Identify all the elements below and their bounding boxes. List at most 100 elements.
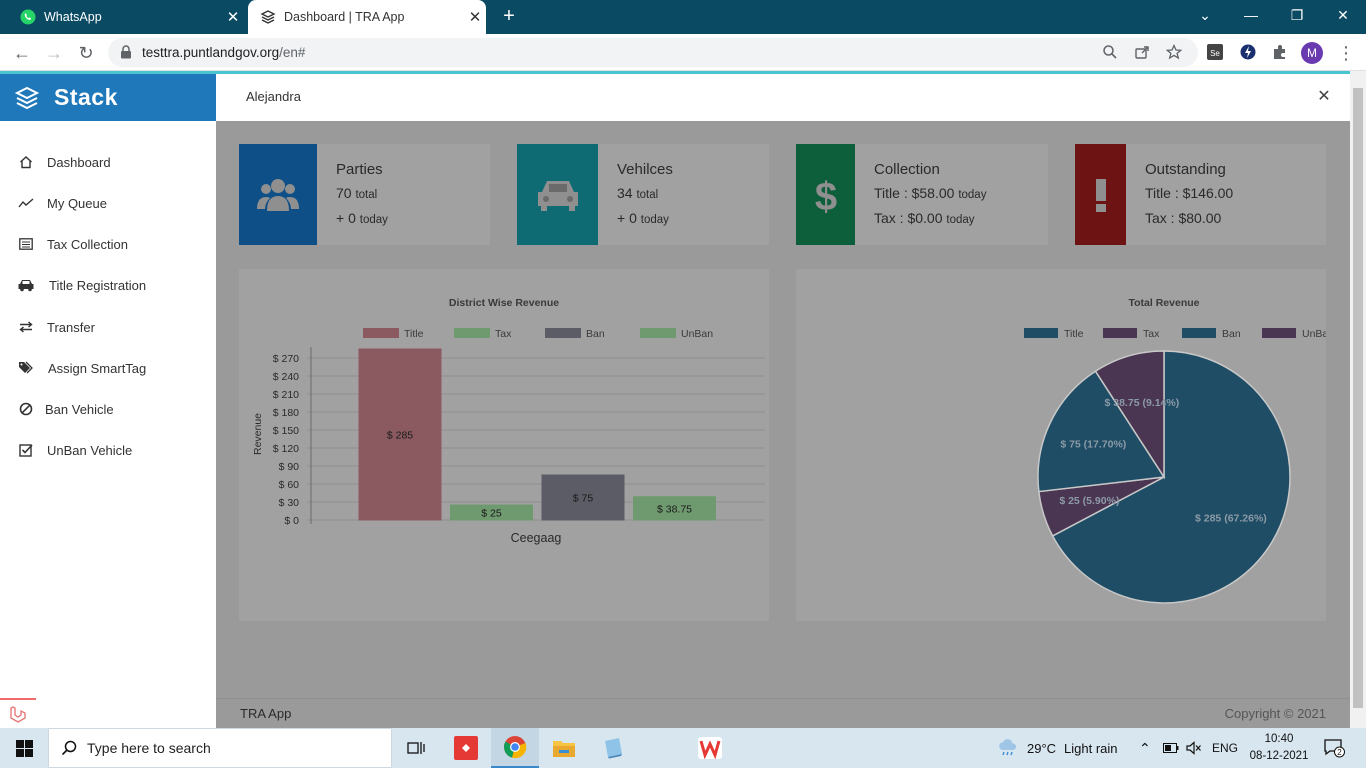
whatsapp-icon — [20, 9, 36, 25]
card-title: Collection — [874, 161, 940, 178]
sidebar-item-label: Transfer — [47, 319, 95, 335]
wps-office-icon[interactable] — [686, 728, 734, 768]
legend-label: Title — [1064, 328, 1084, 340]
card-info: Collection Title : $58.00 today Tax : $0… — [874, 158, 986, 233]
system-clock[interactable]: 10:40 08-12-2021 — [1244, 731, 1314, 765]
stat-card-vehicles[interactable]: Vehilces 34 total + 0 today — [517, 144, 769, 245]
new-tab-button[interactable]: + — [503, 5, 515, 27]
notepad-app-icon[interactable] — [589, 728, 637, 768]
exclamation-icon — [1095, 178, 1106, 212]
minimize-icon[interactable]: — — [1244, 7, 1258, 23]
profile-avatar[interactable]: M — [1301, 42, 1323, 64]
legend-label: UnBan — [1302, 328, 1326, 340]
address-bar[interactable]: testtra.puntlandgov.org/en# — [108, 38, 1198, 67]
legend-label: Ban — [586, 328, 605, 340]
sidebar-item-unban-vehicle[interactable]: UnBan Vehicle — [0, 438, 216, 462]
sidebar-item-my-queue[interactable]: My Queue — [0, 191, 216, 215]
zoom-icon[interactable] — [1102, 44, 1120, 62]
notification-icon[interactable]: 2 — [1324, 728, 1346, 768]
bookmark-star-icon[interactable] — [1165, 43, 1184, 62]
legend-swatch — [363, 328, 399, 338]
transfer-icon — [17, 321, 35, 333]
weather-text: Light rain — [1064, 740, 1118, 756]
stat-card-parties[interactable]: Parties 70 total + 0 today — [239, 144, 490, 245]
sidebar-item-label: Tax Collection — [47, 236, 128, 252]
sidebar-item-transfer[interactable]: Transfer — [0, 315, 216, 339]
anydesk-app-icon[interactable] — [442, 728, 490, 768]
taskbar-search-placeholder: Type here to search — [87, 740, 211, 756]
menu-kebab-icon[interactable]: ⋮ — [1337, 42, 1355, 63]
scrollbar-thumb[interactable] — [1353, 88, 1363, 708]
extensions-puzzle-icon[interactable] — [1271, 43, 1291, 63]
card-value: Title : $146.00 — [1145, 184, 1234, 201]
y-tick-label: $ 150 — [273, 425, 299, 437]
sidebar-item-assign-smarttag[interactable]: Assign SmartTag — [0, 356, 216, 380]
reload-icon[interactable]: ↻ — [78, 42, 94, 63]
sidebar-item-title-registration[interactable]: Title Registration — [0, 273, 216, 297]
window-close-icon[interactable]: ✕ — [1337, 6, 1349, 23]
sidebar-item-ban-vehicle[interactable]: Ban Vehicle — [0, 397, 216, 421]
card-value-suffix: today — [359, 214, 388, 226]
pie-slice-label: $ 75 (17.70%) — [1060, 439, 1126, 451]
back-icon[interactable]: ← — [13, 42, 31, 63]
forward-icon[interactable]: → — [45, 42, 63, 63]
y-tick-label: $ 0 — [284, 515, 299, 527]
close-icon[interactable]: ✕ — [226, 9, 240, 26]
close-icon[interactable]: ✕ — [468, 9, 482, 26]
stat-card-collection[interactable]: $ Collection Title : $58.00 today Tax : … — [796, 144, 1048, 245]
windows-start-icon[interactable] — [0, 728, 48, 768]
sidebar-item-tax-collection[interactable]: Tax Collection — [0, 232, 216, 256]
card-value-suffix: total — [355, 188, 378, 201]
legend-label: UnBan — [681, 328, 713, 340]
windows-taskbar: Type here to search 29°C Light rain ⌃ EN… — [0, 728, 1366, 768]
ban-icon — [17, 402, 35, 416]
taskbar-search-box[interactable]: Type here to search — [48, 728, 392, 768]
shield-extension-icon[interactable] — [1239, 43, 1259, 63]
chrome-app-icon[interactable] — [491, 728, 539, 768]
legend-label: Tax — [1143, 328, 1160, 340]
page-scrollbar[interactable] — [1350, 71, 1366, 728]
card-icon-box — [239, 144, 317, 245]
sidebar: Dashboard My Queue Tax Collection Title … — [0, 121, 216, 728]
total-revenue-panel: Total Revenue Title Tax Ban UnBan $ 285 (67.2… — [796, 269, 1334, 621]
task-view-icon[interactable] — [392, 728, 440, 768]
url-path: /en# — [279, 45, 306, 60]
weather-temp: 29°C — [1027, 740, 1057, 756]
sidebar-item-label: UnBan Vehicle — [47, 442, 133, 458]
speaker-muted-icon[interactable] — [1186, 728, 1202, 768]
restore-icon[interactable]: ❐ — [1290, 6, 1304, 23]
card-value: + 0 — [617, 210, 637, 226]
pie-slice — [1094, 350, 1165, 480]
check-square-icon — [17, 443, 35, 457]
tab-search-icon[interactable]: ⌄ — [1199, 6, 1211, 23]
selenium-extension-icon[interactable]: Se — [1206, 43, 1226, 63]
footer: TRA App Copyright © 2021 — [216, 698, 1350, 728]
laravel-debug-icon[interactable] — [0, 698, 36, 728]
weather-widget[interactable]: 29°C Light rain — [997, 728, 1118, 768]
legend-swatch — [1182, 328, 1216, 338]
battery-icon[interactable] — [1163, 728, 1179, 768]
list-icon — [17, 238, 35, 250]
y-tick-label: $ 210 — [273, 389, 299, 401]
district-revenue-panel: District Wise Revenue Title Tax Ban UnBan $ 2… — [239, 269, 769, 621]
close-icon[interactable]: ✕ — [1317, 88, 1331, 105]
search-overlay: ✕ — [216, 74, 1350, 121]
search-input[interactable] — [246, 84, 1246, 108]
file-explorer-icon[interactable] — [540, 728, 588, 768]
stat-card-outstanding[interactable]: Outstanding Title : $146.00 Tax : $80.00 — [1075, 144, 1326, 245]
browser-tabbar: WhatsApp ✕ Dashboard | TRA App ✕ + ⌄ — ❐… — [0, 0, 1366, 34]
brand-header[interactable]: Stack — [0, 74, 216, 121]
tab-whatsapp[interactable]: WhatsApp ✕ — [8, 0, 244, 34]
card-value: + 0 — [336, 210, 356, 226]
tab-dashboard[interactable]: Dashboard | TRA App ✕ — [248, 0, 486, 34]
home-icon — [17, 155, 35, 169]
sidebar-item-dashboard[interactable]: Dashboard — [0, 150, 216, 174]
footer-copyright: Copyright © 2021 — [1224, 706, 1326, 721]
language-indicator[interactable]: ENG — [1212, 741, 1239, 755]
card-info: Parties 70 total + 0 today — [336, 158, 388, 233]
chevron-up-icon[interactable]: ⌃ — [1139, 739, 1151, 756]
card-value-suffix: today — [640, 214, 669, 226]
bar — [450, 504, 533, 521]
share-icon[interactable] — [1134, 44, 1152, 62]
tab-label: Dashboard | TRA App — [284, 10, 405, 24]
